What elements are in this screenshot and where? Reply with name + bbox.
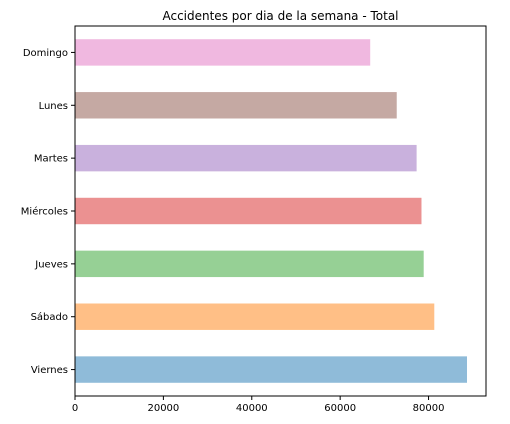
y-tick-label: Sábado — [31, 311, 68, 323]
y-tick-label: Viernes — [31, 365, 68, 376]
y-tick-label: Martes — [34, 154, 68, 165]
bar-0 — [75, 39, 371, 66]
x-tick-label: 0 — [72, 403, 78, 414]
y-axis-ticks: Domingo Lunes Martes Miércoles Jueves Sábado V… — [21, 48, 75, 376]
y-tick-label: Miércoles — [21, 206, 68, 218]
x-tick-label: 20000 — [147, 403, 179, 414]
y-tick-label: Lunes — [39, 101, 68, 112]
plot-frame — [74, 25, 487, 397]
bar-2 — [75, 144, 417, 172]
bar-4 — [75, 250, 424, 278]
bar-3 — [75, 197, 422, 225]
y-tick-label: Jueves — [34, 259, 68, 270]
bars-group — [75, 39, 467, 383]
x-tick-label: 60000 — [324, 403, 356, 414]
bar-5 — [75, 303, 435, 330]
bar-1 — [75, 92, 397, 119]
bar-6 — [75, 356, 467, 383]
x-tick-label: 40000 — [236, 403, 268, 414]
x-tick-label: 80000 — [413, 403, 445, 414]
y-tick-label: Domingo — [23, 48, 68, 59]
chart-title: Accidentes por dia de la semana - Total — [162, 9, 398, 23]
x-axis-ticks: 0 20000 40000 60000 80000 — [72, 396, 445, 414]
